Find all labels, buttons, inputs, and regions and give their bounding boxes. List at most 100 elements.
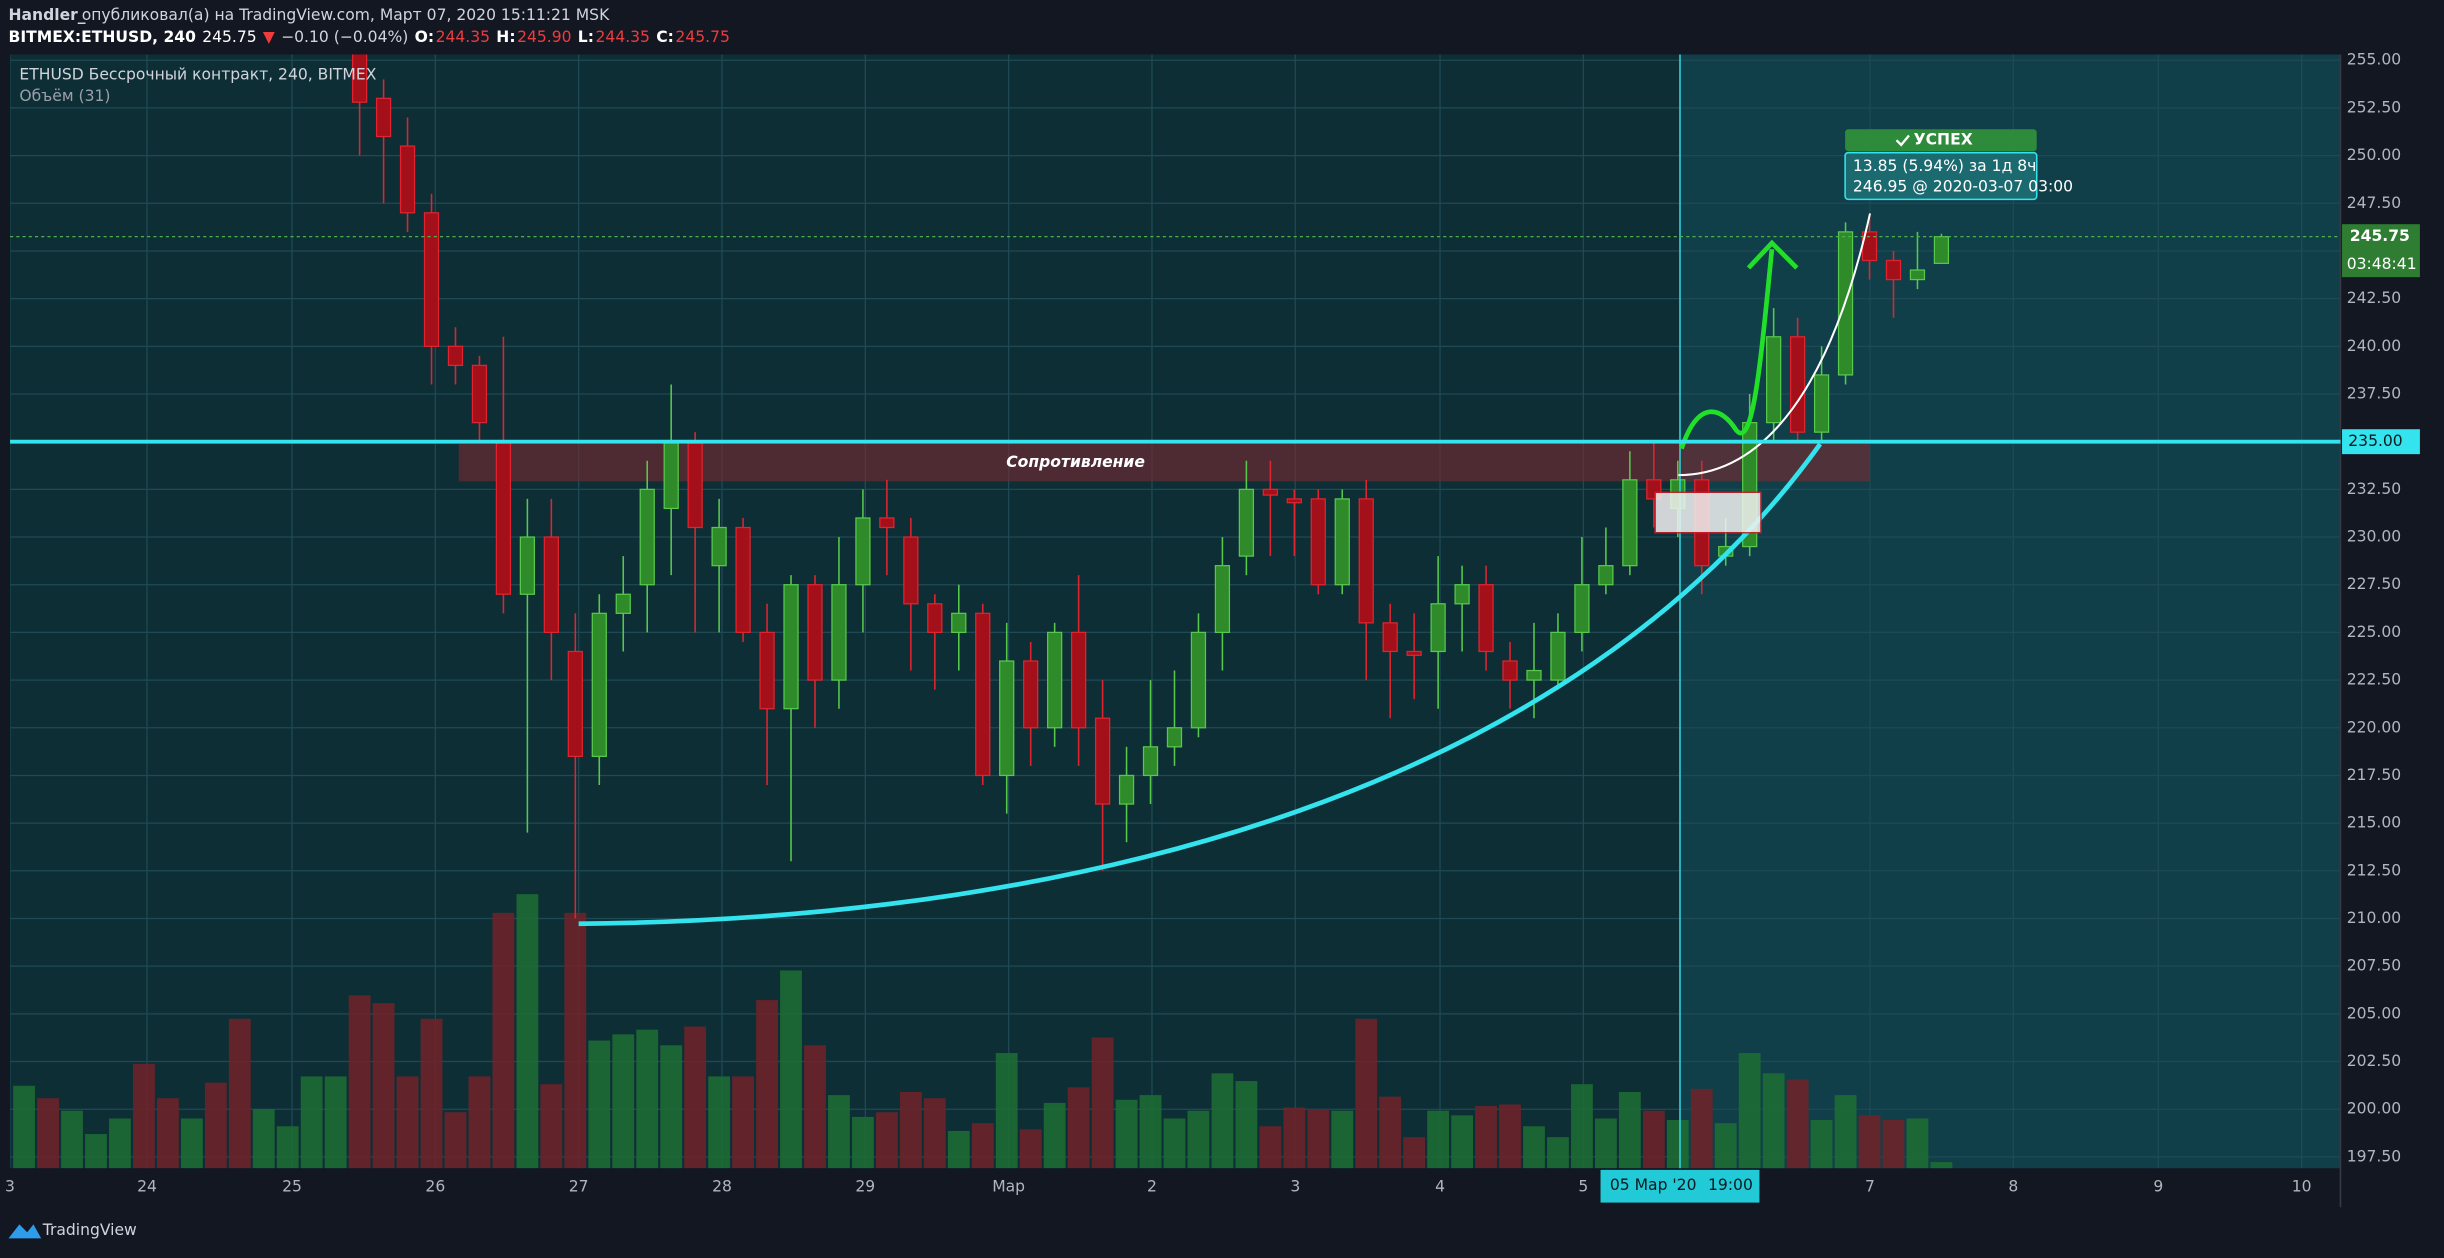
symbol: BITMEX:ETHUSD, 240 <box>9 28 197 46</box>
candle-body <box>519 536 536 595</box>
volume-bar <box>1834 1095 1857 1169</box>
candle-body <box>567 650 583 757</box>
y-tick-label: 202.50 <box>2347 1052 2401 1070</box>
volume-bar <box>61 1110 83 1169</box>
x-tick-label: 7 <box>1865 1178 1875 1196</box>
candle-body <box>735 526 751 634</box>
volume-bar <box>1618 1091 1641 1169</box>
resistance-text: Сопротивление <box>1006 453 1145 471</box>
volume-bar <box>1379 1096 1402 1169</box>
volume-bar <box>1403 1137 1426 1169</box>
candle-body <box>1166 727 1183 748</box>
volume-bar <box>37 1098 59 1169</box>
candle-body <box>855 517 871 586</box>
candle-body <box>1454 584 1470 605</box>
candle-body <box>615 593 631 614</box>
x-tick-label: 8 <box>2008 1178 2018 1196</box>
volume-bar <box>1307 1109 1330 1169</box>
x-tick-label: 24 <box>137 1178 157 1196</box>
y-tick-label: 222.50 <box>2347 671 2401 689</box>
volume-bar <box>372 1003 395 1169</box>
legend-volume: Объём (31) <box>19 87 110 105</box>
volume-bar <box>228 1018 251 1169</box>
candle-body <box>975 612 991 777</box>
volume-bar <box>564 912 587 1169</box>
volume-bar <box>1571 1084 1593 1169</box>
candle-body <box>591 612 607 757</box>
volume <box>13 894 1953 1169</box>
candle-body <box>1502 660 1518 681</box>
volume-bar <box>420 1018 443 1169</box>
candle-body <box>783 584 799 710</box>
time-axis <box>0 1168 2341 1208</box>
resistance-label: 235.00 <box>2348 432 2402 450</box>
volume-bar <box>828 1095 850 1169</box>
change-arrow: ▼ <box>263 28 275 46</box>
trend-arc <box>578 442 1823 927</box>
candle-body <box>1094 717 1111 805</box>
countdown: 03:48:41 <box>2347 255 2417 273</box>
candle-body <box>759 631 775 710</box>
marker-box <box>1654 491 1762 534</box>
y-tick-label: 227.50 <box>2347 575 2401 593</box>
volume-bar <box>1786 1079 1809 1169</box>
candle-body <box>1622 479 1638 567</box>
candle-body <box>639 488 655 586</box>
candle-body <box>543 536 559 634</box>
volume-bar <box>492 912 515 1169</box>
y-tick-label: 237.50 <box>2347 385 2401 403</box>
x-tick-label: 26 <box>425 1178 445 1196</box>
symbol-line: BITMEX:ETHUSD, 240 245.75 ▼ −0.10 (−0.04%) O… <box>9 28 730 46</box>
volume-bar <box>1355 1018 1378 1169</box>
volume-bar <box>1666 1120 1689 1169</box>
arrow <box>1679 239 1799 450</box>
candle-body <box>375 97 392 138</box>
volume-bar <box>13 1085 35 1169</box>
volume-bar <box>468 1076 491 1169</box>
volume-bar <box>348 995 371 1169</box>
volume-bar <box>85 1134 107 1169</box>
author: Handler_ <box>9 6 86 24</box>
footer: TradingView <box>42 1221 137 1239</box>
volume-bar <box>1810 1120 1833 1169</box>
volume-bar <box>1762 1073 1785 1169</box>
volume-bar <box>1738 1053 1761 1169</box>
volume-bar <box>1331 1110 1354 1169</box>
candle-body <box>687 441 703 529</box>
volume-bar <box>804 1045 826 1169</box>
volume-bar <box>636 1029 659 1169</box>
y-tick-label: 210.00 <box>2347 909 2401 927</box>
y-tick-label: 225.00 <box>2347 623 2401 641</box>
candle-body <box>1070 631 1087 729</box>
volume-bar <box>540 1084 563 1169</box>
x-tick-label: 3 <box>1290 1178 1300 1196</box>
volume-bar <box>1451 1115 1473 1169</box>
projection-curve <box>1678 213 1872 477</box>
x-tick-label: 3 <box>5 1178 15 1196</box>
volume-bar <box>971 1123 994 1169</box>
check-icon <box>1895 134 1910 147</box>
volume-bar <box>1115 1099 1138 1169</box>
candle-body <box>1574 584 1590 634</box>
volume-bar <box>1067 1087 1090 1169</box>
candle-body <box>879 517 895 529</box>
volume-bar <box>1139 1095 1162 1169</box>
ohlc-value: 244.35 <box>596 28 650 46</box>
candle-body <box>1813 374 1830 433</box>
last-price: 245.75 <box>202 28 256 46</box>
y-tick-label: 220.00 <box>2347 718 2401 736</box>
y-tick-label: 230.00 <box>2347 528 2401 546</box>
y-tick-label: 200.00 <box>2347 1100 2401 1118</box>
y-tick-label: 240.00 <box>2347 337 2401 355</box>
volume-bar <box>1187 1110 1210 1169</box>
crosshair-badge <box>1600 1169 1760 1203</box>
y-tick-label: 250.00 <box>2347 146 2401 164</box>
x-tick-label: Мар <box>992 1178 1025 1196</box>
last-price-badge <box>2342 224 2420 278</box>
success-text: УСПЕХ <box>1914 131 1973 149</box>
highlight-region <box>1679 54 2341 1169</box>
candle-body <box>1766 336 1782 424</box>
candles <box>351 54 1950 919</box>
x-tick-label: 9 <box>2153 1178 2163 1196</box>
volume-bar <box>899 1091 922 1169</box>
